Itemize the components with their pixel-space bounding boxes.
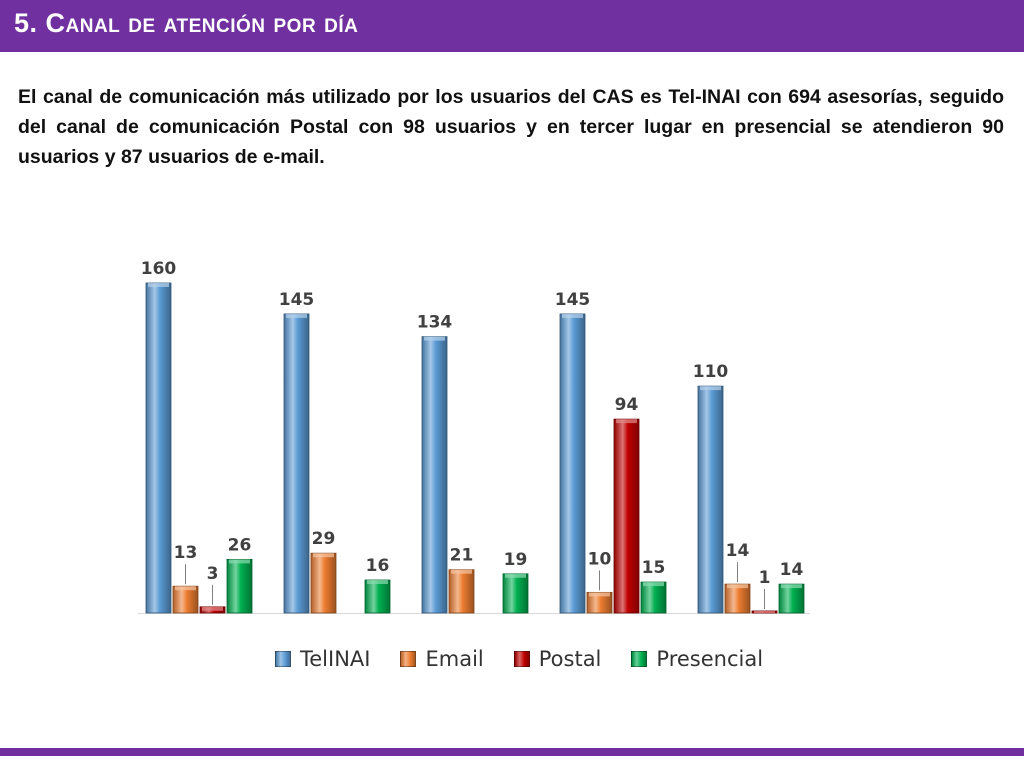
page-title: 5. Canal de atención por día [14,8,359,38]
data-label-email-5: 14 [726,541,750,561]
bar-chart: 160 13 3 26 145 29 16 134 21 19 145 10 94 15 110 14 1 14 [138,259,810,614]
bar-cap-telinai-3 [424,336,445,341]
data-label-postal-4: 94 [615,395,639,415]
bar-telinai-4 [559,313,586,614]
data-label-email-4: 10 [588,549,612,569]
data-label-telinai-1: 160 [141,259,177,279]
legend-label-presencial: Presencial [656,647,764,671]
bar-cap-email-1 [175,586,196,591]
data-label-telinai-2: 145 [279,290,315,310]
legend-label-telinai: TelINAI [300,647,371,671]
header-bar: 5. Canal de atención por día [0,0,1024,52]
data-label-presencial-4: 15 [642,558,666,578]
data-label-email-1: 13 [174,543,198,563]
bar-cap-telinai-5 [700,386,721,391]
bar-cap-email-3 [451,569,472,574]
bar-cap-postal-1 [202,606,223,611]
bar-cap-telinai-4 [562,313,583,318]
bar-presencial-4 [640,581,667,614]
footer-bar [0,748,1024,756]
data-label-postal-5: 1 [759,568,771,588]
data-label-email-3: 21 [450,546,474,566]
bar-cap-postal-5 [754,610,775,613]
legend-swatch-presencial [631,651,648,667]
data-label-telinai-3: 134 [417,313,453,333]
data-label-presencial-5: 14 [780,560,804,580]
bar-presencial-5 [778,583,805,614]
data-label-presencial-1: 26 [228,535,252,555]
legend-item-email: Email [400,647,484,671]
bar-email-5 [724,583,751,614]
legend-label-postal: Postal [538,647,602,671]
chart-legend: TelINAI Email Postal Presencial [275,644,793,674]
data-label-presencial-3: 19 [504,550,528,570]
bar-cap-presencial-4 [643,582,664,587]
bar-telinai-3 [421,336,448,614]
bar-telinai-5 [697,385,724,614]
bar-cap-presencial-5 [781,584,802,589]
bar-cap-presencial-3 [505,573,526,578]
legend-swatch-postal [513,651,530,667]
chart-area: 160 13 3 26 145 29 16 134 21 19 145 10 94 15 110 14 1 14 [120,230,820,690]
bar-email-1 [172,585,199,614]
bar-cap-email-5 [727,584,748,589]
bar-cap-postal-4 [616,419,637,424]
data-label-presencial-2: 16 [366,556,390,576]
bar-cap-telinai-1 [148,283,169,287]
data-label-postal-1: 3 [207,564,219,584]
legend-swatch-email [400,651,417,667]
bar-cap-email-4 [589,592,610,597]
bar-presencial-1 [226,558,253,614]
bar-email-3 [448,569,475,614]
bar-cap-presencial-2 [367,580,388,584]
intro-paragraph: El canal de comunicación más utilizado p… [18,86,1004,168]
bar-presencial-2 [364,579,391,614]
bar-telinai-1 [145,282,172,614]
legend-item-telinai: TelINAI [275,647,370,671]
legend-item-postal: Postal [513,647,602,671]
bar-postal-4 [613,418,640,614]
legend-swatch-telinai [275,651,291,667]
data-label-email-2: 29 [312,529,336,549]
bar-cap-email-2 [313,553,334,558]
bar-telinai-2 [283,313,310,614]
bar-presencial-3 [502,573,529,614]
bar-cap-presencial-1 [229,559,250,564]
bar-email-2 [310,552,337,614]
bar-cap-telinai-2 [286,313,307,318]
legend-label-email: Email [425,647,484,671]
legend-item-presencial: Presencial [631,647,763,671]
data-label-telinai-5: 110 [693,362,729,382]
data-label-telinai-4: 145 [555,290,591,310]
